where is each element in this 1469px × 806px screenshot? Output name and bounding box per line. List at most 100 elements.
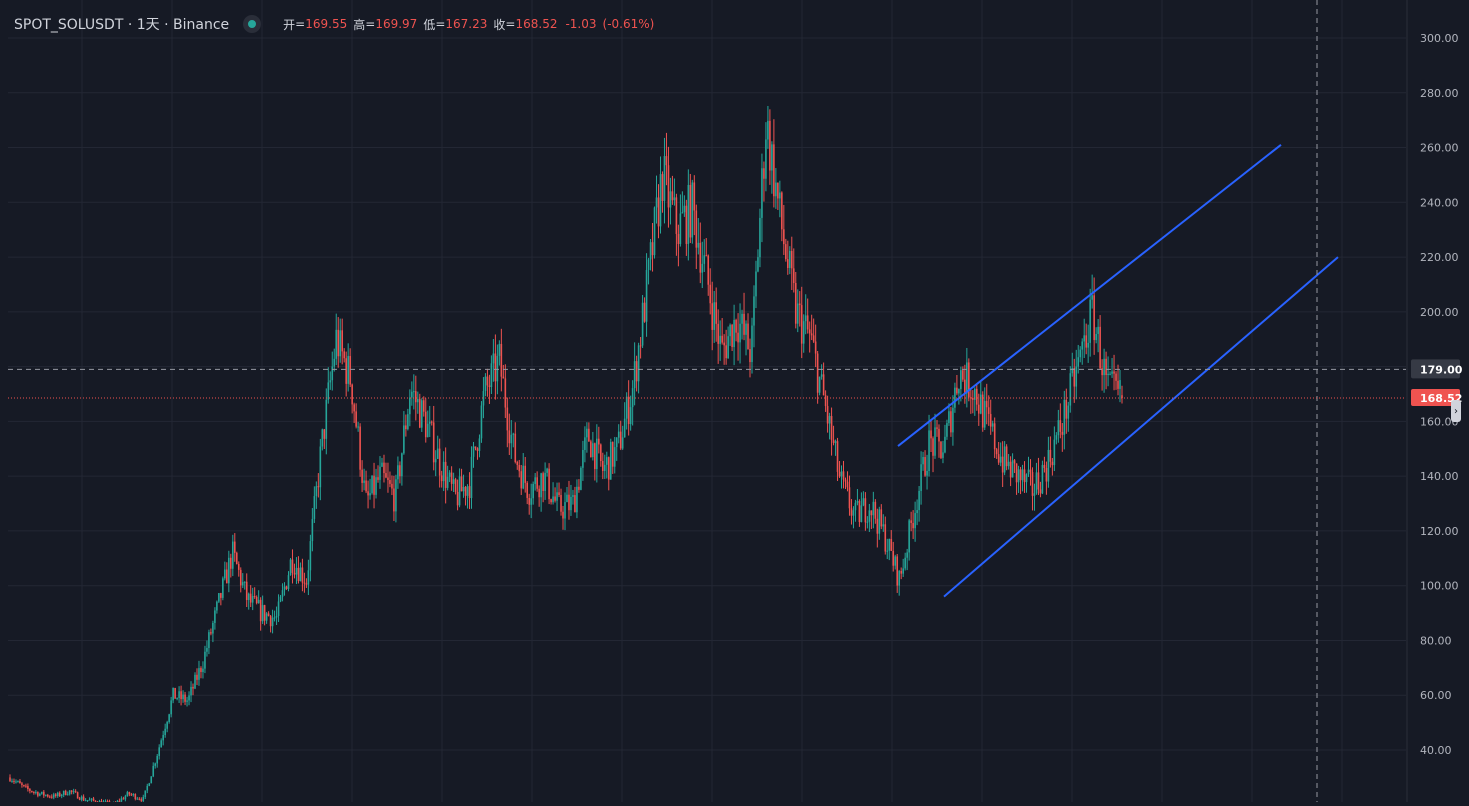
candle-body [278,601,280,616]
candle-body [1046,468,1048,482]
candle-body [1113,371,1115,373]
candle-body [71,790,73,791]
candle-body [156,756,158,763]
candle-body [507,408,509,431]
candle-body [133,794,135,795]
candle-body [298,568,300,581]
chevron-right-icon[interactable]: › [1451,400,1461,422]
candle-body [952,408,954,433]
candle-body [775,183,777,197]
candle-body [694,182,696,210]
candle-body [1095,334,1097,340]
candle-body [158,747,160,756]
candle-body [520,471,522,488]
candle-body [837,441,839,472]
candle-body [1103,359,1105,375]
candle-body [560,495,562,512]
channel-upper-line[interactable] [898,145,1281,446]
candle-body [31,791,33,792]
candle-body [900,571,902,574]
candle-body [843,471,845,479]
candle-body [524,466,526,483]
candle-body [713,302,715,330]
candle-body [290,560,292,576]
candle-body [680,213,682,244]
candle-body [578,487,580,490]
candle-body [910,520,912,523]
candle-body [709,285,711,304]
channel-lower-line[interactable] [944,257,1338,597]
candle-body [960,370,962,389]
candle-body [39,794,41,796]
candle-body [75,791,77,792]
candle-body [391,484,393,489]
candle-body [65,791,67,795]
candle-body [419,399,421,428]
candle-body [67,794,69,795]
candle-body [427,424,429,437]
symbol-legend: SPOT_SOLUSDT · 1天 · Binance 开=169.55 高=1… [14,13,654,35]
candle-body [809,329,811,333]
candle-body [771,144,773,170]
candle-body [767,121,769,140]
candle-body [268,613,270,615]
candle-body [306,583,308,584]
candle-body [164,729,166,735]
candle-body [280,597,282,602]
candle-body [1014,460,1016,463]
candle-body [711,303,713,330]
candle-body [727,336,729,358]
candle-body [630,407,632,424]
candle-body [745,324,747,335]
candle-body [479,438,481,451]
candle-body [705,255,707,256]
candle-body [455,479,457,492]
candle-body [908,520,910,552]
candle-body [733,320,735,347]
candle-body [867,522,869,523]
candle-body [234,542,236,553]
symbol-title[interactable]: SPOT_SOLUSDT · 1天 · Binance [14,14,229,34]
candle-body [608,457,610,479]
candle-body [516,462,518,465]
close-value: 168.52 [515,17,557,31]
candle-body [1002,457,1004,473]
candle-body [1115,374,1117,381]
candle-body [823,374,825,395]
candle-body [954,388,956,408]
candle-body [596,439,598,469]
candle-body [260,600,262,621]
candle-body [509,430,511,443]
candle-body [697,243,699,248]
candle-body [449,473,451,477]
candle-body [652,242,654,255]
candle-body [592,443,594,457]
candle-body [461,476,463,491]
candle-body [803,321,805,343]
candle-body [212,623,214,634]
candle-body [403,425,405,453]
candle-body [316,486,318,496]
candle-body [1022,469,1024,480]
candle-body [849,487,851,508]
candle-body [135,794,137,799]
candle-body [196,675,198,680]
candle-body [1056,435,1058,440]
candle-body [339,330,341,356]
candle-body [701,264,703,273]
candle-body [1085,335,1087,347]
candle-body [182,695,184,700]
market-status-icon[interactable] [243,15,261,33]
candle-body [1075,367,1077,387]
candle-body [930,430,932,438]
candle-body [666,156,668,165]
candle-body [847,482,849,488]
candle-body [393,489,395,512]
candle-body [604,465,606,471]
candle-body [692,182,694,237]
candle-body [699,243,701,273]
candle-body [672,191,674,200]
candle-body [882,524,884,526]
